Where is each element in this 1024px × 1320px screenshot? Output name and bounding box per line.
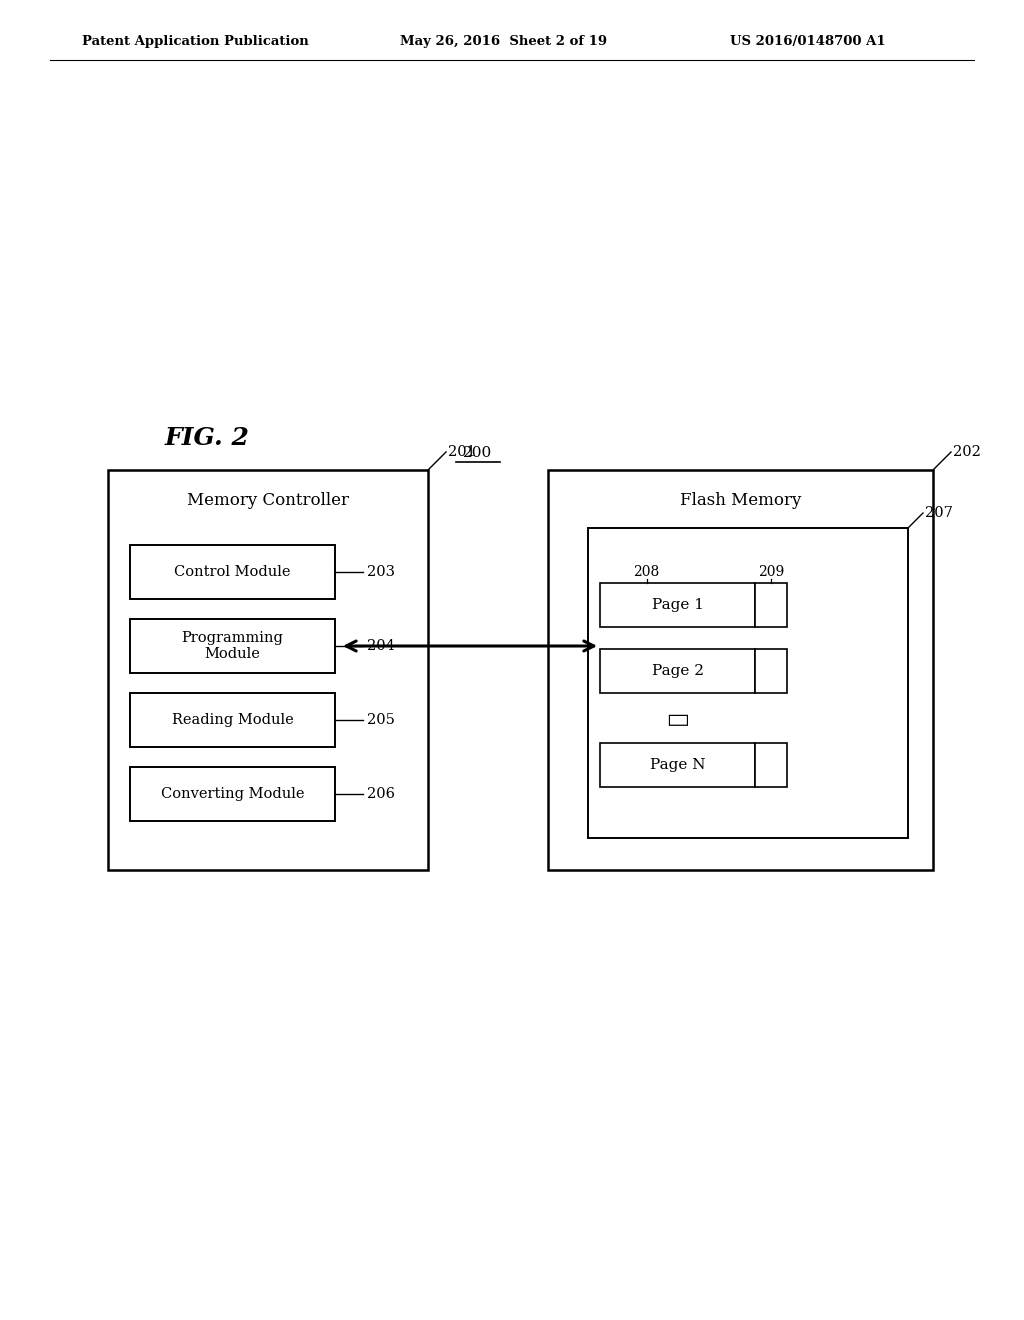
Bar: [548, 470, 933, 870]
Text: 201: 201: [447, 445, 476, 459]
Text: 200: 200: [464, 446, 493, 459]
Text: Control Module: Control Module: [174, 565, 291, 579]
Text: US 2016/0148700 A1: US 2016/0148700 A1: [730, 36, 886, 49]
Text: 208: 208: [634, 565, 659, 579]
Bar: [130, 767, 335, 821]
Text: 204: 204: [367, 639, 395, 653]
Bar: [130, 693, 335, 747]
Text: Memory Controller: Memory Controller: [187, 492, 349, 510]
Text: ⋯: ⋯: [667, 711, 688, 725]
Text: Programming
Module: Programming Module: [181, 631, 284, 661]
Text: 205: 205: [367, 713, 395, 727]
Bar: [600, 743, 755, 787]
Bar: [130, 545, 335, 599]
Bar: [130, 619, 335, 673]
Text: Reading Module: Reading Module: [172, 713, 293, 727]
Text: Converting Module: Converting Module: [161, 787, 304, 801]
Text: 206: 206: [367, 787, 395, 801]
Text: 207: 207: [925, 506, 953, 520]
Text: May 26, 2016  Sheet 2 of 19: May 26, 2016 Sheet 2 of 19: [400, 36, 607, 49]
Text: 209: 209: [758, 565, 784, 579]
Text: Page N: Page N: [650, 758, 706, 772]
Text: Page 2: Page 2: [651, 664, 703, 678]
Bar: [588, 528, 908, 838]
Bar: [755, 583, 787, 627]
Text: 202: 202: [953, 445, 981, 459]
Bar: [755, 743, 787, 787]
Bar: [108, 470, 428, 870]
Text: FIG. 2: FIG. 2: [165, 426, 250, 450]
Bar: [755, 649, 787, 693]
Text: 203: 203: [367, 565, 395, 579]
Bar: [600, 583, 755, 627]
Text: Patent Application Publication: Patent Application Publication: [82, 36, 309, 49]
Text: Flash Memory: Flash Memory: [680, 492, 801, 510]
Bar: [600, 649, 755, 693]
Text: Page 1: Page 1: [651, 598, 703, 612]
